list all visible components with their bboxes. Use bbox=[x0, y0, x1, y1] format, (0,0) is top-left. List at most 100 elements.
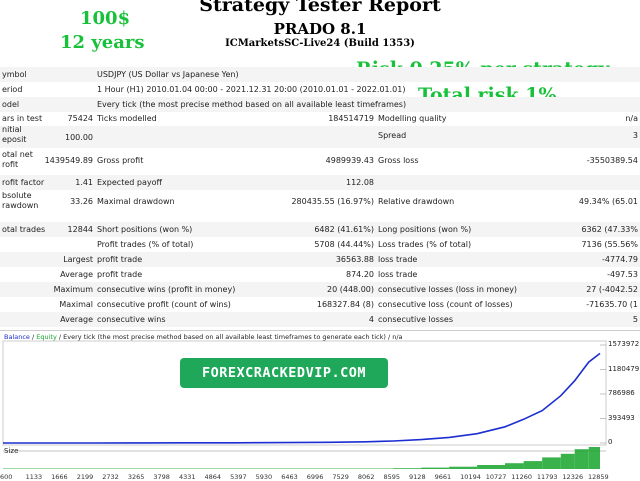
x-tick-label: 4864 bbox=[204, 473, 222, 481]
label-spread: Spread bbox=[378, 131, 407, 140]
y-tick-label: 1573972 bbox=[608, 340, 640, 348]
label-ticks: Ticks modelled bbox=[97, 114, 157, 123]
chart-legend: Balance / Equity / Every tick (the most … bbox=[4, 333, 403, 341]
y-tick-label: 786986 bbox=[608, 389, 635, 397]
x-tick-label: 5397 bbox=[230, 473, 247, 481]
value-average-profit: 874.20 bbox=[346, 270, 374, 279]
x-tick-label: 4331 bbox=[178, 473, 196, 481]
value-ticks: 184514719 bbox=[328, 114, 374, 123]
ea-name: PRADO 8.1 bbox=[273, 20, 367, 38]
size-bar bbox=[142, 468, 189, 469]
value-avg-consec-losses: 5 bbox=[632, 315, 638, 324]
size-bar bbox=[449, 466, 478, 469]
label-gross-profit: Gross profit bbox=[97, 156, 144, 165]
label-loss-trades: Loss trades (% of total) bbox=[378, 240, 472, 249]
x-tick-label: 11260 bbox=[511, 473, 532, 481]
label-absolute-dd-1: bsolute bbox=[2, 191, 32, 200]
label-period: eriod bbox=[2, 85, 23, 94]
label-profit-factor: rofit factor bbox=[2, 178, 45, 187]
chart-plot bbox=[2, 340, 607, 469]
row-net-profit: otal net rofit 1439549.89 Gross profit 4… bbox=[0, 150, 640, 174]
label-deposit-1: nitial bbox=[2, 125, 22, 134]
x-tick-label: 11793 bbox=[536, 473, 558, 481]
value-short-positions: 6482 (41.61%) bbox=[314, 225, 374, 234]
size-bar bbox=[421, 467, 450, 469]
row-period: eriod 1 Hour (H1) 2010.01.04 00:00 - 202… bbox=[0, 82, 640, 97]
x-tick-label: 6463 bbox=[281, 473, 298, 481]
years-note: 12 years bbox=[60, 32, 145, 53]
label-total-trades: otal trades bbox=[2, 225, 46, 234]
size-bar bbox=[235, 468, 282, 469]
value-loss-trades: 7136 (55.56% bbox=[581, 240, 638, 249]
row-average: Average profit trade 874.20 loss trade -… bbox=[0, 267, 640, 282]
label-relative-dd: Relative drawdown bbox=[378, 197, 455, 206]
label-maximal-consec-loss: consecutive loss (count of losses) bbox=[378, 300, 513, 309]
row-maximal: Maximal consecutive profit (count of win… bbox=[0, 297, 640, 312]
x-tick-label: 3798 bbox=[153, 473, 170, 481]
row-symbol: ymbol USDJPY (US Dollar vs Japanese Yen) bbox=[0, 67, 640, 82]
label-bars: ars in test bbox=[2, 114, 43, 123]
x-tick-label: 1666 bbox=[51, 473, 68, 481]
value-deposit: 100.00 bbox=[65, 133, 93, 142]
x-tick-label: 12326 bbox=[562, 473, 584, 481]
value-gross-profit: 4989939.43 bbox=[325, 156, 374, 165]
size-bar bbox=[49, 468, 96, 469]
size-bar bbox=[560, 453, 575, 469]
x-tick-label: 8595 bbox=[383, 473, 401, 481]
balance-series-line bbox=[3, 352, 601, 444]
value-bars: 75424 bbox=[67, 114, 93, 123]
x-tick-label: 8062 bbox=[357, 473, 375, 481]
label-average-profit: profit trade bbox=[97, 270, 143, 279]
watermark-banner: FOREXCRACKEDVIP.COM bbox=[180, 358, 388, 388]
row-deposit: nitial eposit 100.00 Spread 3 bbox=[0, 125, 640, 148]
balance-chart: Balance / Equity / Every tick (the most … bbox=[0, 330, 640, 481]
size-bar bbox=[542, 457, 561, 469]
label-long-positions: Long positions (won %) bbox=[378, 225, 472, 234]
label-largest-loss: loss trade bbox=[378, 255, 418, 264]
x-tick-label: 5930 bbox=[255, 473, 273, 481]
row-profit-trades: Profit trades (% of total) 5708 (44.44%)… bbox=[0, 237, 640, 252]
label-net-profit-1: otal net bbox=[2, 150, 33, 159]
legend-balance: Balance bbox=[4, 333, 30, 341]
y-tick-label: 1180479 bbox=[608, 364, 640, 373]
size-bar bbox=[574, 449, 589, 469]
label-quality: Modelling quality bbox=[378, 114, 447, 123]
label-maximal-dd: Maximal drawdown bbox=[97, 197, 175, 206]
server-info: ICMarketsSC-Live24 (Build 1353) bbox=[225, 38, 415, 49]
label-short-positions: Short positions (won %) bbox=[97, 225, 193, 234]
x-tick-label: 10727 bbox=[485, 473, 507, 481]
size-bar bbox=[96, 468, 143, 469]
row-bars: ars in test 75424 Ticks modelled 1845147… bbox=[0, 111, 640, 126]
size-bar bbox=[188, 468, 236, 469]
label-largest-profit: profit trade bbox=[97, 255, 143, 264]
x-tick-label: 6996 bbox=[306, 473, 324, 481]
size-bar bbox=[393, 468, 422, 469]
label-avg-consec-wins: consecutive wins bbox=[97, 315, 166, 324]
label-avg-consec-losses: consecutive losses bbox=[378, 315, 454, 324]
x-tick-label: 12859 bbox=[588, 473, 609, 481]
label-profit-trades: Profit trades (% of total) bbox=[97, 240, 194, 249]
deposit-note: 100$ bbox=[80, 8, 131, 29]
value-symbol: USDJPY (US Dollar vs Japanese Yen) bbox=[97, 70, 239, 79]
label-max-consec-wins: consecutive wins (profit in money) bbox=[97, 285, 236, 294]
value-average-loss: -497.53 bbox=[607, 270, 638, 279]
value-max-consec-wins: 20 (448.00) bbox=[327, 285, 374, 294]
value-net-profit: 1439549.89 bbox=[44, 156, 93, 165]
size-label: Size bbox=[4, 447, 19, 455]
label-model: odel bbox=[2, 100, 20, 109]
size-bar bbox=[365, 468, 394, 469]
label-maximum: Maximum bbox=[53, 285, 93, 294]
value-absolute-dd: 33.26 bbox=[70, 197, 93, 206]
x-tick-label: 3265 bbox=[127, 473, 145, 481]
size-bar bbox=[3, 468, 50, 469]
legend-sep: / bbox=[29, 333, 37, 341]
y-tick-label: 393493 bbox=[608, 413, 635, 422]
size-bar bbox=[281, 468, 329, 469]
value-spread: 3 bbox=[632, 131, 638, 140]
size-bar bbox=[328, 468, 366, 469]
size-bar bbox=[523, 461, 543, 469]
x-tick-label: 9661 bbox=[434, 473, 452, 481]
value-maximal-consec-loss: -71635.70 (1 bbox=[586, 300, 638, 309]
x-tick-label: 2732 bbox=[102, 473, 119, 481]
plot-frame bbox=[2, 340, 607, 446]
